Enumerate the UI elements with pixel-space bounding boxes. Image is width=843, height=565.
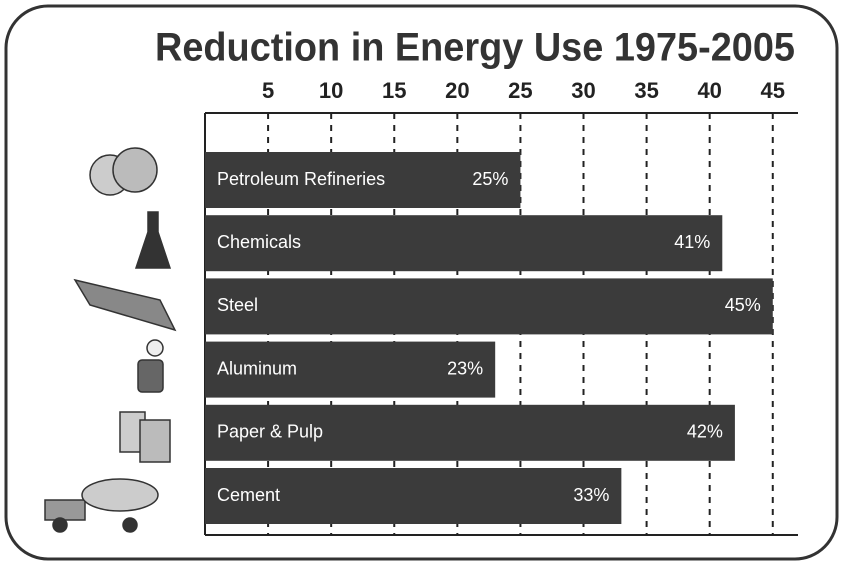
x-tick-label: 35 (634, 78, 658, 103)
value-label: 23% (447, 358, 483, 378)
category-label: Steel (217, 295, 258, 315)
icon-refinery (113, 148, 157, 192)
x-tick-label: 15 (382, 78, 406, 103)
category-label: Chemicals (217, 232, 301, 252)
x-tick-label: 5 (262, 78, 274, 103)
category-label: Cement (217, 485, 280, 505)
x-tick-label: 45 (761, 78, 785, 103)
value-label: 41% (674, 232, 710, 252)
x-tick-label: 30 (571, 78, 595, 103)
icon-truck (45, 500, 85, 520)
x-tick-label: 20 (445, 78, 469, 103)
icon-truck (123, 518, 137, 532)
bar (205, 278, 773, 334)
x-tick-label: 25 (508, 78, 532, 103)
value-label: 42% (687, 422, 723, 442)
icon-bag (140, 420, 170, 462)
value-label: 33% (573, 485, 609, 505)
icon-truck (82, 479, 158, 511)
value-label: 45% (725, 295, 761, 315)
category-label: Paper & Pulp (217, 422, 323, 442)
category-label: Aluminum (217, 358, 297, 378)
x-tick-label: 40 (697, 78, 721, 103)
chart: Reduction in Energy Use 1975-2005 5 10 15 2… (0, 0, 843, 565)
value-label: 25% (472, 169, 508, 189)
category-label: Petroleum Refineries (217, 169, 385, 189)
x-tick-label: 10 (319, 78, 343, 103)
icon-truck (53, 518, 67, 532)
icon-can (138, 360, 163, 392)
chart-title: Reduction in Energy Use 1975-2005 (155, 26, 795, 70)
icon-can (147, 340, 163, 356)
